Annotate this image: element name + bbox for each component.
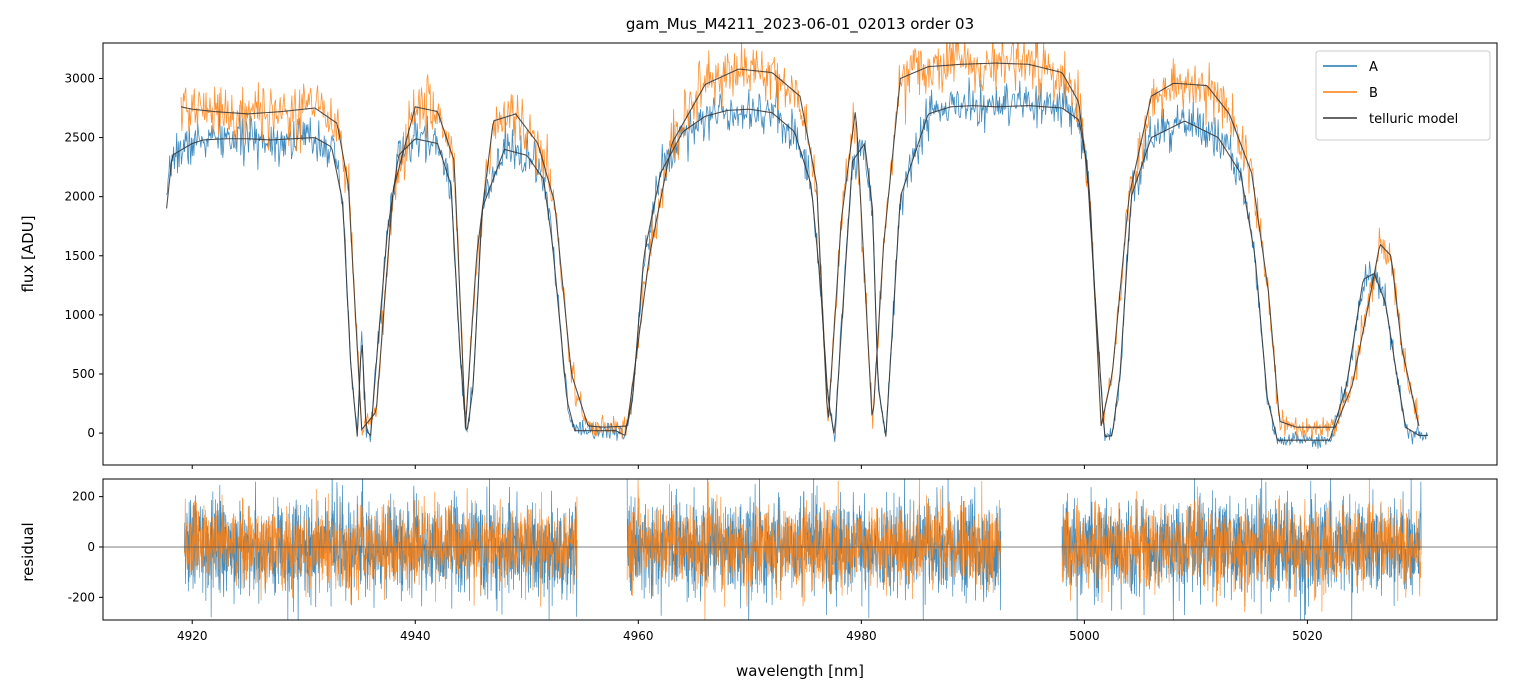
legend-label-telluric-model: telluric model xyxy=(1369,112,1458,127)
flux-ytick-label: 1500 xyxy=(64,249,95,263)
residual-plot-area xyxy=(103,479,1497,620)
series-a-spectrum xyxy=(166,77,1428,449)
residual-ticks: -200 0 200 4920 4940 4960 4980 5000 5020 xyxy=(68,490,1323,643)
flux-ytick-label: 2000 xyxy=(64,190,95,204)
residual-xtick-label: 4920 xyxy=(177,629,208,643)
legend-label-a: A xyxy=(1369,60,1378,75)
flux-axes-frame xyxy=(102,42,1498,466)
residual-xtick-label: 4960 xyxy=(623,629,654,643)
flux-ytick-label: 3000 xyxy=(64,71,95,85)
flux-plot-area xyxy=(166,43,1428,449)
flux-ytick-label: 2500 xyxy=(64,131,95,145)
residual-axes-frame xyxy=(102,478,1498,621)
telluric-model-a xyxy=(166,105,1428,441)
flux-ticks: 0 500 1000 1500 2000 2500 3000 xyxy=(64,71,1308,469)
legend-box xyxy=(1315,50,1491,141)
residual-ytick-label: 200 xyxy=(72,490,95,504)
residual-ytick-label: -200 xyxy=(68,590,95,604)
legend-label-b: B xyxy=(1369,86,1378,101)
flux-ytick-label: 1000 xyxy=(64,308,95,322)
flux-ylabel: flux [ADU] xyxy=(19,215,37,292)
residual-xtick-label: 5020 xyxy=(1292,629,1323,643)
series-b-spectrum xyxy=(180,43,1419,440)
residual-ytick-label: 0 xyxy=(87,540,95,554)
flux-ytick-label: 500 xyxy=(72,367,95,381)
telluric-model-b xyxy=(180,62,1420,431)
legend: A B telluric model xyxy=(1315,50,1491,141)
residual-b xyxy=(184,479,1422,620)
flux-ytick-label: 0 xyxy=(87,426,95,440)
residual-ylabel: residual xyxy=(19,522,37,581)
residual-xtick-label: 4940 xyxy=(400,629,431,643)
flux-panel: 0 500 1000 1500 2000 2500 3000 flux [ADU] A B … xyxy=(19,42,1498,469)
residual-xtick-label: 5000 xyxy=(1069,629,1100,643)
chart-title: gam_Mus_M4211_2023-06-01_02013 order 03 xyxy=(626,15,974,34)
residual-xlabel: wavelength [nm] xyxy=(736,662,864,680)
residual-panel: -200 0 200 4920 4940 4960 4980 5000 5020 residua… xyxy=(19,478,1498,680)
residual-xtick-label: 4980 xyxy=(846,629,877,643)
